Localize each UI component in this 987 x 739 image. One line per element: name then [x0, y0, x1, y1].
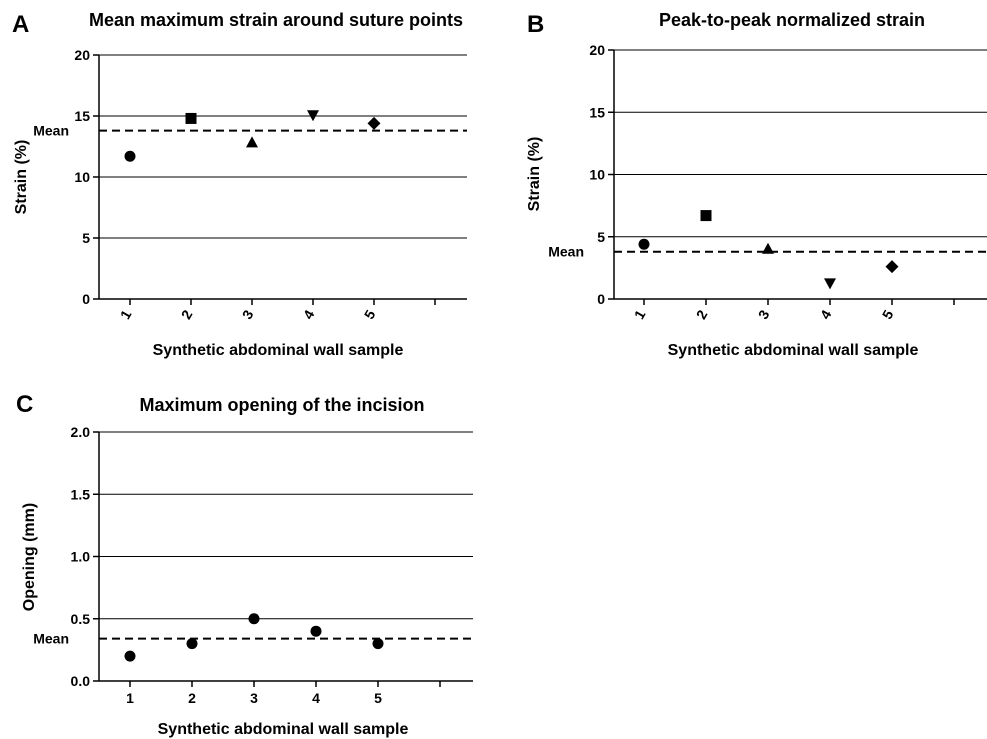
panel-c-y-tick-label: 1.0: [71, 549, 91, 565]
panel-c-x-tick-label: 5: [374, 690, 382, 706]
panel-c-mean-label: Mean: [33, 631, 69, 647]
panel-b-data-point: [700, 210, 712, 222]
panel-b-y-tick-label: 10: [589, 167, 605, 183]
panel-b-x-tick-label: 1: [631, 307, 649, 322]
panel-b-data-point: [638, 238, 650, 250]
panel-a-letter: A: [12, 11, 29, 38]
panel-b-y-tick-label: 20: [589, 42, 605, 58]
panel-c-x-tick-label: 2: [188, 690, 196, 706]
panel-a-mean-label: Mean: [33, 123, 69, 139]
panel-a-x-tick-label: 3: [239, 307, 257, 322]
panel-a-mean: Mean: [33, 123, 467, 139]
panel-b-data-point: [762, 242, 774, 254]
panel-c-x-tick-label: 4: [312, 690, 320, 706]
panel-c-letter: C: [16, 391, 33, 418]
panel-c-y-label: Opening (mm): [21, 503, 38, 611]
panel-b-x-tick-label: 4: [817, 307, 835, 322]
panel-b-x-tick-label: 3: [755, 307, 773, 322]
panel-a-data-point: [367, 116, 381, 130]
panel-c: C Maximum opening of the incision 0.0 0.5…: [16, 391, 473, 738]
panel-a-data-point: [124, 150, 136, 162]
panel-b-mean: Mean: [548, 244, 987, 260]
panel-c-data-point: [372, 638, 384, 650]
panel-a-x-ticks: 1 2 3 4 5: [117, 299, 436, 322]
panel-b-y-label: Strain (%): [526, 137, 543, 212]
panel-c-data-point: [124, 650, 136, 662]
panel-a-x-tick-label: 1: [117, 307, 135, 322]
panel-b-y-ticks: 0 5 10 15 20: [589, 42, 614, 307]
panel-b-data-point: [824, 278, 836, 290]
panel-b: B Peak-to-peak normalized strain 0510152…: [526, 10, 987, 359]
panel-c-x-tick-label: 1: [126, 690, 134, 706]
panel-a-points: [124, 110, 381, 162]
panel-a-data-point: [307, 110, 319, 122]
panel-c-points: [124, 613, 384, 662]
panel-a-grid: [99, 54, 467, 239]
panel-b-x-ticks: 1 2 3 4 5: [631, 299, 955, 322]
panel-a-y-tick-label: 0: [82, 291, 90, 307]
panel-a-x-tick-label: 2: [178, 307, 196, 322]
panel-b-mean-label: Mean: [548, 244, 584, 260]
panel-c-y-tick-label: 0.0: [71, 673, 91, 689]
panel-c-data-point: [248, 613, 260, 625]
panel-b-x-tick-label: 2: [693, 307, 711, 322]
panel-b-letter: B: [527, 11, 544, 38]
panel-c-data-point: [186, 638, 198, 650]
panel-c-title: Maximum opening of the incision: [139, 395, 424, 415]
panel-b-y-tick-label: 5: [597, 229, 605, 245]
panel-a-data-point: [185, 112, 197, 124]
panel-a-data-point: [246, 136, 258, 148]
panel-c-mean: Mean: [33, 631, 473, 647]
panel-a-x-tick-label: 5: [361, 307, 379, 322]
panel-b-x-label: Synthetic abdominal wall sample: [668, 342, 919, 359]
panel-c-data-point: [310, 625, 322, 637]
panel-b-y-tick-label: 0: [597, 291, 605, 307]
panel-a-x-tick-label: 4: [300, 307, 318, 322]
panel-a-y-ticks: 0 5 10 15 20: [74, 47, 99, 307]
panel-c-x-label: Synthetic abdominal wall sample: [158, 721, 409, 738]
panel-a-y-tick-label: 5: [82, 230, 90, 246]
panel-b-data-point: [885, 260, 899, 274]
panel-c-x-tick-label: 3: [250, 690, 258, 706]
panel-c-y-tick-label: 2.0: [71, 424, 91, 440]
panel-b-points: [638, 210, 899, 290]
panel-b-grid: [614, 49, 987, 238]
panel-a: A Mean maximum strain around suture poin…: [12, 10, 467, 359]
panel-b-x-tick-label: 5: [879, 307, 897, 322]
panel-a-y-tick-label: 15: [74, 108, 90, 124]
panel-a-y-tick-label: 10: [74, 169, 90, 185]
panel-c-y-ticks: 0.0 0.5 1.0 1.5 2.0: [71, 424, 99, 689]
panel-c-grid: [99, 431, 473, 620]
panel-a-title: Mean maximum strain around suture points: [89, 10, 463, 30]
panel-a-y-label: Strain (%): [13, 140, 30, 215]
panel-b-title: Peak-to-peak normalized strain: [659, 10, 925, 30]
panel-a-y-tick-label: 20: [74, 47, 90, 63]
panel-a-x-label: Synthetic abdominal wall sample: [153, 342, 404, 359]
panel-c-x-ticks: 1 2 3 4 5: [126, 681, 441, 706]
panel-c-y-tick-label: 0.5: [71, 611, 91, 627]
panel-b-y-tick-label: 15: [589, 104, 605, 120]
panel-c-y-tick-label: 1.5: [71, 486, 91, 502]
